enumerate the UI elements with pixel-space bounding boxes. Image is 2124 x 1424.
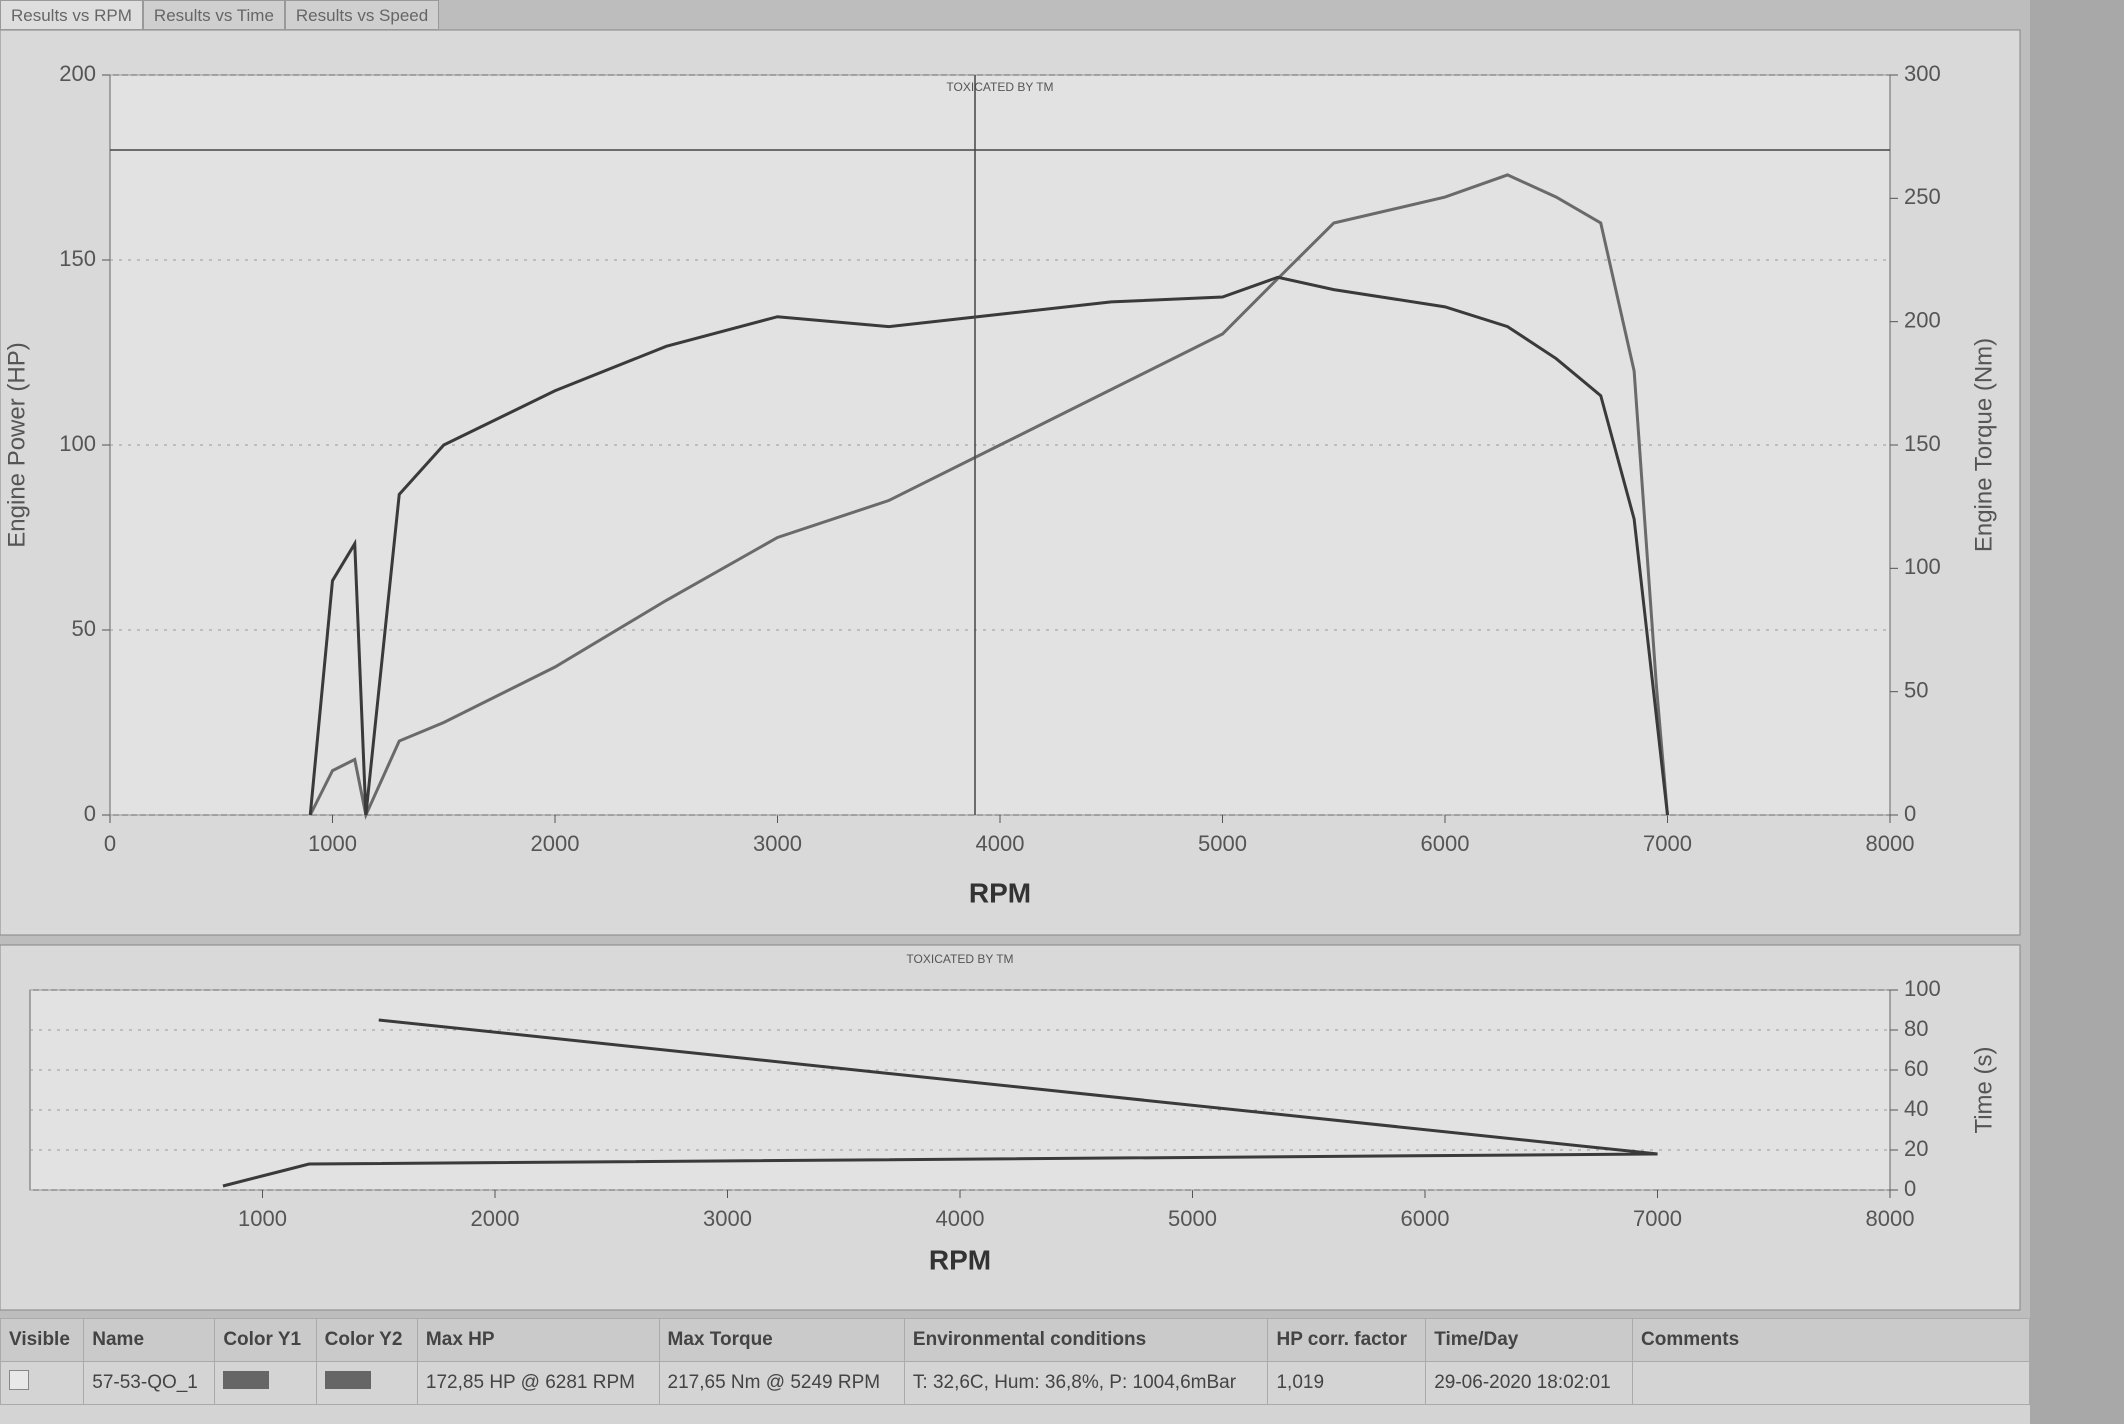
annotation: TOXICATED BY TM bbox=[946, 80, 1053, 94]
cell: T: 32,6C, Hum: 36,8%, P: 1004,6mBar bbox=[903, 1361, 1269, 1405]
y2-tick-label: 0 bbox=[1904, 801, 1916, 826]
color-swatch[interactable] bbox=[324, 1371, 371, 1389]
header: Color Y1 bbox=[214, 1318, 317, 1362]
plot-area bbox=[29, 989, 1891, 1191]
header: Max HP bbox=[416, 1318, 660, 1362]
x-tick-label: 6000 bbox=[1421, 831, 1470, 856]
header: Color Y2 bbox=[315, 1318, 418, 1362]
y2-tick-label: 80 bbox=[1904, 1016, 1928, 1041]
header: Name bbox=[83, 1318, 216, 1362]
tab[interactable]: Results vs Time bbox=[142, 0, 285, 30]
cell: 29-06-2020 18:02:01 bbox=[1425, 1361, 1633, 1405]
annotation: TOXICATED BY TM bbox=[906, 952, 1013, 966]
cell bbox=[0, 1361, 85, 1405]
header: Visible bbox=[0, 1318, 85, 1362]
y2-tick-label: 250 bbox=[1904, 184, 1941, 209]
cell bbox=[315, 1361, 418, 1405]
row[interactable]: 57-53-QO_1 172,85 HP @ 6281 RPM 217,65 N… bbox=[0, 1361, 2030, 1405]
cell: 172,85 HP @ 6281 RPM bbox=[416, 1361, 660, 1405]
y2-axis-label: Time (s) bbox=[1970, 1046, 1997, 1133]
y-tick-label: 0 bbox=[84, 801, 96, 826]
tab-bar: Results vs RPM Results vs Time Results v… bbox=[0, 0, 440, 30]
cell bbox=[214, 1361, 317, 1405]
monitor-bezel bbox=[2030, 0, 2124, 1424]
header: HP corr. factor bbox=[1267, 1318, 1427, 1362]
y2-tick-label: 0 bbox=[1904, 1176, 1916, 1201]
tab[interactable]: Results vs Speed bbox=[284, 0, 440, 30]
x-tick-label: 2000 bbox=[531, 831, 580, 856]
y-tick-label: 50 bbox=[72, 616, 96, 641]
cell: 1,019 bbox=[1267, 1361, 1427, 1405]
header: Time/Day bbox=[1425, 1318, 1633, 1362]
cell: 217,65 Nm @ 5249 RPM bbox=[658, 1361, 905, 1405]
y2-tick-label: 50 bbox=[1904, 677, 1928, 702]
header: Environmental conditions bbox=[903, 1318, 1269, 1362]
cell: 57-53-QO_1 bbox=[83, 1361, 216, 1405]
x-tick-label: 5000 bbox=[1168, 1206, 1217, 1231]
x-tick-label: 8000 bbox=[1866, 1206, 1915, 1231]
header-row: Visible Name Color Y1 Color Y2 Max HP Ma… bbox=[0, 1318, 2030, 1362]
x-axis-label: RPM bbox=[929, 1244, 991, 1275]
header: Comments bbox=[1632, 1318, 2030, 1362]
y2-tick-label: 150 bbox=[1904, 431, 1941, 456]
y-axis-label: Engine Power (HP) bbox=[3, 342, 30, 547]
x-tick-label: 4000 bbox=[936, 1206, 985, 1231]
x-tick-label: 6000 bbox=[1401, 1206, 1450, 1231]
checkbox[interactable] bbox=[9, 1370, 29, 1390]
y-tick-label: 100 bbox=[59, 431, 96, 456]
y2-tick-label: 100 bbox=[1904, 976, 1941, 1001]
header: Max Torque bbox=[658, 1318, 905, 1362]
x-tick-label: 3000 bbox=[703, 1206, 752, 1231]
y2-tick-label: 300 bbox=[1904, 61, 1941, 86]
series-line bbox=[308, 173, 1669, 820]
x-tick-label: 7000 bbox=[1633, 1206, 1682, 1231]
cell bbox=[1632, 1361, 2030, 1405]
y-tick-label: 200 bbox=[59, 61, 96, 86]
color-swatch[interactable] bbox=[223, 1371, 270, 1389]
x-axis-label: RPM bbox=[969, 877, 1031, 908]
y2-tick-label: 60 bbox=[1904, 1056, 1928, 1081]
series-line bbox=[222, 1018, 1658, 1188]
results-table: Visible Name Color Y1 Color Y2 Max HP Ma… bbox=[0, 1318, 2030, 1424]
y2-tick-label: 20 bbox=[1904, 1136, 1928, 1161]
x-tick-label: 4000 bbox=[976, 831, 1025, 856]
x-tick-label: 5000 bbox=[1198, 831, 1247, 856]
x-tick-label: 3000 bbox=[753, 831, 802, 856]
y2-tick-label: 200 bbox=[1904, 307, 1941, 332]
y-tick-label: 150 bbox=[59, 246, 96, 271]
x-tick-label: 1000 bbox=[308, 831, 357, 856]
table: Visible Name Color Y1 Color Y2 Max HP Ma… bbox=[0, 1318, 2030, 1405]
x-tick-label: 7000 bbox=[1643, 831, 1692, 856]
series-line bbox=[308, 275, 1669, 816]
x-tick-label: 1000 bbox=[238, 1206, 287, 1231]
y2-axis-label: Engine Torque (Nm) bbox=[1970, 338, 1997, 552]
y2-tick-label: 100 bbox=[1904, 554, 1941, 579]
tab[interactable]: Results vs RPM bbox=[0, 0, 143, 30]
x-tick-label: 2000 bbox=[471, 1206, 520, 1231]
x-tick-label: 0 bbox=[104, 831, 116, 856]
x-tick-label: 8000 bbox=[1866, 831, 1915, 856]
y2-tick-label: 40 bbox=[1904, 1096, 1928, 1121]
